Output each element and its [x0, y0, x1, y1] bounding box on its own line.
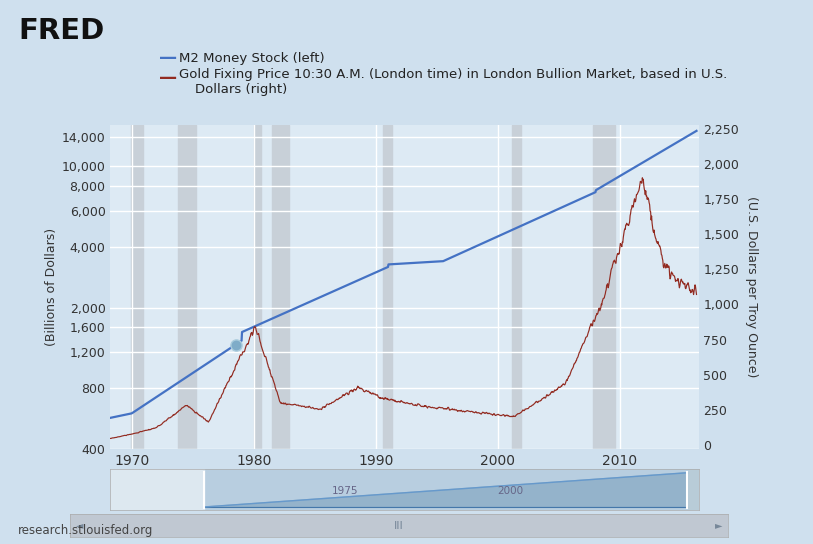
- Bar: [131, 125, 143, 449]
- Text: —: —: [159, 69, 176, 87]
- Bar: [593, 125, 615, 449]
- Text: 1975: 1975: [333, 486, 359, 496]
- Point: [229, 340, 242, 349]
- Text: research.stlouisfed.org: research.stlouisfed.org: [18, 524, 154, 537]
- Bar: [204, 469, 687, 510]
- Text: ►: ►: [715, 521, 722, 530]
- Text: III: III: [394, 521, 404, 530]
- Text: M2 Money Stock (left): M2 Money Stock (left): [179, 52, 324, 65]
- Text: 2000: 2000: [498, 486, 524, 496]
- Bar: [272, 125, 289, 449]
- Text: Dollars (right): Dollars (right): [195, 83, 287, 96]
- Bar: [254, 125, 261, 449]
- Polygon shape: [204, 473, 687, 507]
- Bar: [178, 125, 197, 449]
- Y-axis label: (Billions of Dollars): (Billions of Dollars): [45, 228, 58, 346]
- Text: —: —: [159, 49, 176, 67]
- Bar: [383, 125, 392, 449]
- Bar: [110, 469, 204, 510]
- Text: Gold Fixing Price 10:30 A.M. (London time) in London Bullion Market, based in U.: Gold Fixing Price 10:30 A.M. (London tim…: [179, 68, 727, 81]
- Text: FRED: FRED: [18, 17, 104, 45]
- Text: ◄: ◄: [76, 521, 84, 530]
- Bar: [512, 125, 521, 449]
- Y-axis label: (U.S. Dollars per Troy Ounce): (U.S. Dollars per Troy Ounce): [745, 196, 758, 378]
